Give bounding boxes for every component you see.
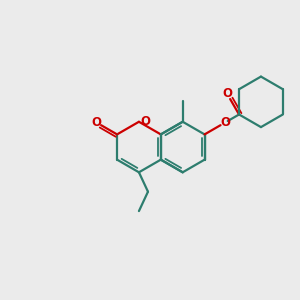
Text: O: O: [91, 116, 101, 129]
Text: O: O: [220, 116, 230, 129]
Text: O: O: [222, 87, 232, 100]
Text: O: O: [140, 115, 151, 128]
